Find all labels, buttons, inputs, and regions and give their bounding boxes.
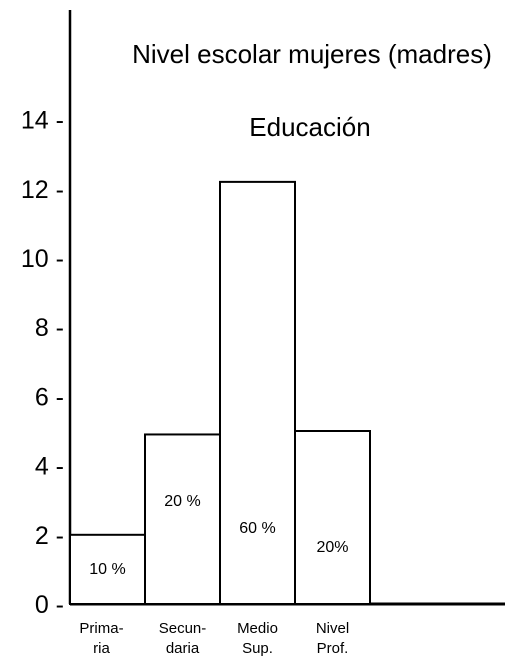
y-tick-label: 2 - — [35, 522, 64, 550]
y-tick-label: 14 - — [21, 107, 64, 135]
x-tick-label: daria — [166, 640, 200, 657]
y-tick-label: 8 - — [35, 314, 64, 342]
y-tick-label: 12 - — [21, 176, 64, 204]
x-tick-label: Nivel — [316, 620, 349, 637]
x-tick-label: ria — [93, 640, 110, 657]
y-tick-label: 4 - — [35, 453, 64, 481]
x-tick-labels: Prima-ria Secun-daria Medio Sup. Nivel Prof. — [79, 620, 349, 657]
data-label: 20% — [316, 539, 348, 556]
data-label: 60 % — [239, 520, 275, 537]
x-tick-label: Secun- — [159, 620, 207, 637]
data-label: 10 % — [89, 561, 125, 578]
bars — [69, 180, 371, 605]
data-labels: 10 % 20 % 60 % 20% — [89, 493, 348, 578]
bar — [219, 180, 296, 605]
bar — [294, 430, 371, 605]
bar — [144, 433, 221, 605]
y-tick-label: 0 - — [35, 591, 64, 619]
y-tick-label: 10 - — [21, 245, 64, 273]
chart-title: Nivel escolar mujeres (madres) — [132, 39, 492, 69]
chart-subtitle: Educación — [249, 112, 370, 142]
y-tick-label: 6 - — [35, 383, 64, 411]
y-tick-labels: 0 - 2 - 4 - 6 - 8 - 10 - 12 - 14 - — [21, 107, 64, 619]
x-tick-label: Prima- — [79, 620, 123, 637]
x-tick-label: Prof. — [317, 640, 349, 657]
data-label: 20 % — [164, 493, 200, 510]
x-tick-label: Sup. — [242, 640, 273, 657]
x-tick-label: Medio — [237, 620, 278, 637]
